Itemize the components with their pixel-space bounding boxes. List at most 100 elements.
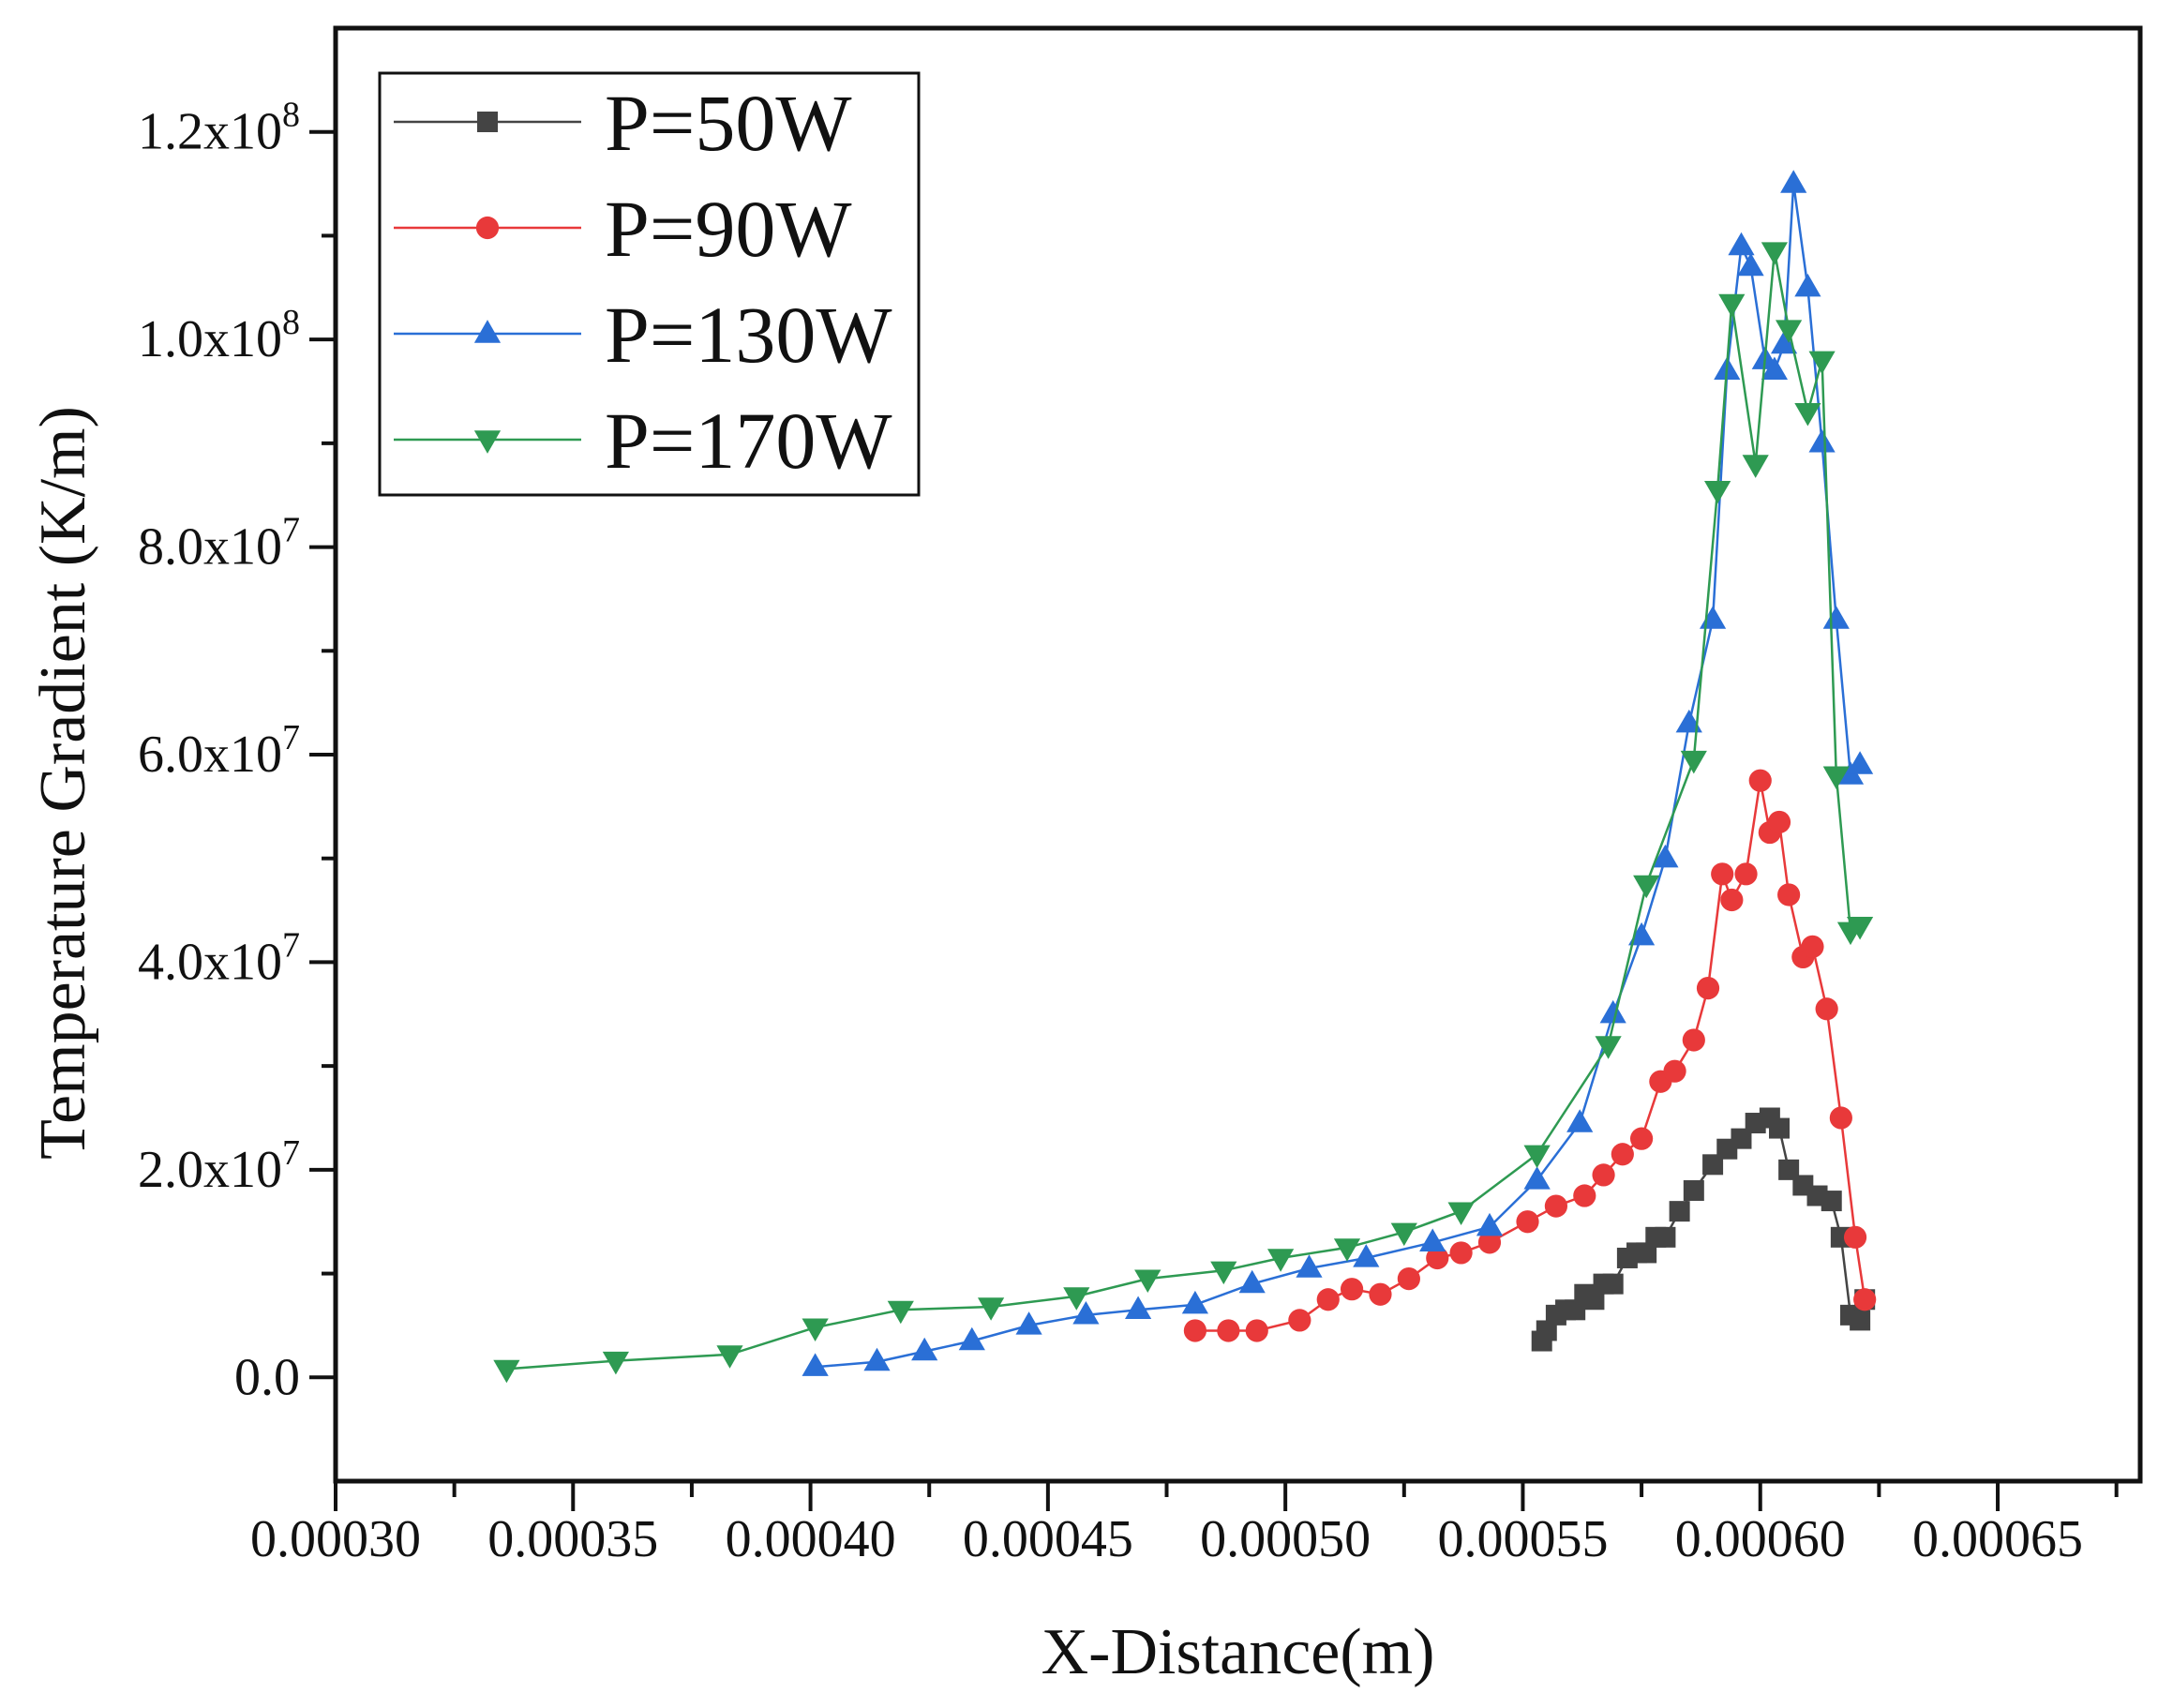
data-point [1536,1320,1557,1341]
data-point [1737,252,1764,277]
data-point [1447,1202,1475,1225]
legend-marker [477,112,498,132]
data-point [887,1300,914,1325]
data-point [1477,1231,1502,1254]
y-tick-label: 4.0x107 [138,925,300,991]
data-point [1720,888,1744,912]
data-point [1794,273,1821,297]
data-point [1767,810,1791,834]
data-point [1822,606,1850,629]
data-point [1815,997,1838,1021]
data-point [1682,1028,1705,1052]
data-point [1655,1226,1676,1248]
x-tick-label: 0.00030 [250,1510,421,1568]
series-line [1194,780,1866,1332]
y-axis-title: Temperature Gradient (K/m) [27,406,99,1160]
data-point [1761,356,1788,380]
data-point [1390,1222,1417,1247]
data-point [1652,844,1679,868]
data-point [1245,1319,1268,1342]
x-tick-label: 0.00045 [963,1510,1133,1568]
series-line [815,183,1862,1369]
data-point [1829,1106,1852,1130]
data-point [1734,862,1758,886]
data-point [1629,1127,1654,1150]
data-point [1134,1269,1161,1293]
y-tick-label: 1.0x108 [138,303,300,368]
data-point [1822,766,1850,789]
data-point [716,1345,743,1369]
data-point [1592,1163,1615,1187]
data-point [1072,1301,1100,1325]
data-point [1599,999,1626,1024]
axes-layer: 0.00030 0.00035 0.00040 0.00045 0.00050 0.000… [138,96,2119,1568]
data-point [1183,1319,1207,1342]
data-point [1821,1191,1842,1212]
x-tick-label: 0.00055 [1437,1510,1608,1568]
x-tick-label: 0.00040 [726,1510,896,1568]
data-point [1217,1319,1240,1342]
legend-item: P=50W [394,78,852,168]
x-tick-label: 0.00035 [487,1510,658,1568]
y-tick-label: 0.0 [234,1348,300,1406]
data-point [1369,1282,1392,1306]
data-point [1333,1238,1361,1262]
legend-label: P=90W [605,184,852,274]
data-point [1850,1310,1871,1331]
data-point [1718,293,1746,318]
x-tick-label: 0.00050 [1200,1510,1371,1568]
data-point [1353,1244,1380,1267]
data-point [863,1347,891,1371]
data-point [1780,170,1807,193]
data-point [1063,1287,1090,1311]
y-tick-label: 1.2x108 [138,96,300,161]
data-point [1680,750,1707,774]
legend-marker [475,216,500,240]
data-point [1573,1184,1596,1207]
legend-label: P=170W [605,396,892,486]
series-P=50W [1531,1107,1876,1352]
data-point [1663,1059,1686,1083]
data-point [1566,1109,1594,1132]
data-point [1419,1228,1446,1251]
data-point [802,1353,829,1376]
data-point [1125,1296,1152,1319]
data-point [1728,232,1755,256]
data-point [1711,862,1734,886]
legend-item: P=170W [394,396,892,486]
data-point [1602,1273,1624,1295]
data-point [1778,1159,1800,1180]
y-tick-label: 6.0x107 [138,718,300,784]
data-point [1843,1225,1867,1249]
series-P=170W [493,242,1874,1384]
data-point [1523,1166,1551,1190]
data-point [1776,320,1803,343]
data-point [1761,242,1788,265]
legend-marker [473,430,502,454]
data-point [1748,769,1772,792]
data-point [1288,1309,1311,1332]
data-point [1669,1201,1690,1222]
data-point [1777,883,1801,906]
data-point [1210,1261,1237,1285]
data-point [1771,330,1798,354]
legend-label: P=50W [605,78,852,168]
data-point [1611,1143,1634,1166]
data-point [1801,935,1824,958]
x-axis-title: X-Distance(m) [1042,1616,1435,1688]
data-point [1742,455,1769,478]
legend-label: P=130W [605,290,892,380]
data-point [1565,1299,1586,1321]
data-point [602,1351,629,1375]
data-point [1636,1242,1657,1264]
legend-marker [473,320,502,343]
data-point [1628,921,1656,946]
data-point [1523,1145,1551,1169]
data-point [1316,1288,1340,1311]
data-point [1847,751,1874,774]
data-point [1476,1212,1504,1236]
x-tick-label: 0.00060 [1675,1510,1846,1568]
legend: P=50W P=90W P=130W P=170W [378,71,921,497]
data-point [1808,429,1836,453]
